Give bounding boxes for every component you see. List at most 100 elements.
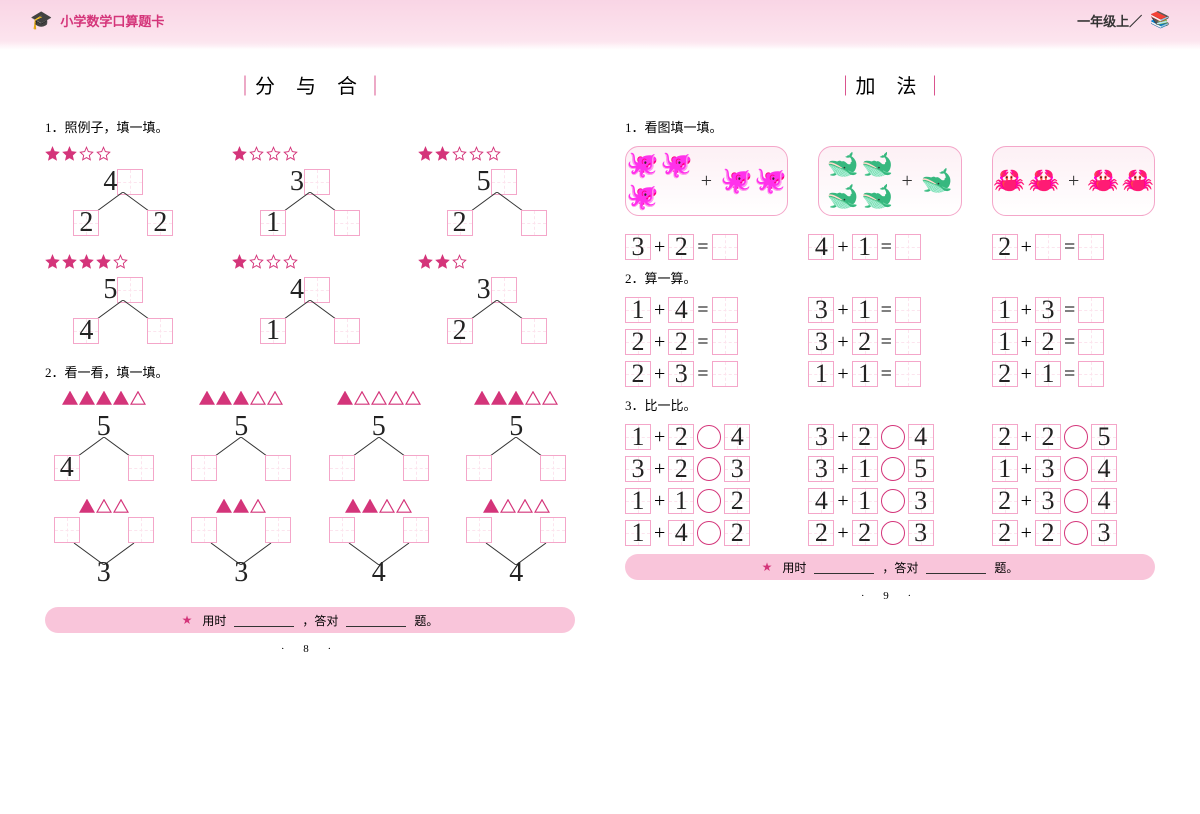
answer-box[interactable]: 3 <box>1091 520 1117 546</box>
answer-box[interactable]: 1 <box>992 297 1018 323</box>
answer-box[interactable]: 2 <box>668 234 694 260</box>
answer-box[interactable]: 2 <box>625 361 651 387</box>
answer-box[interactable] <box>540 517 566 543</box>
answer-box[interactable]: 1 <box>852 456 878 482</box>
answer-box[interactable]: 1 <box>852 361 878 387</box>
answer-box[interactable]: 3 <box>808 329 834 355</box>
answer-box[interactable] <box>521 210 547 236</box>
answer-box[interactable]: 2 <box>852 424 878 450</box>
answer-box[interactable] <box>466 517 492 543</box>
answer-box[interactable]: 1 <box>625 297 651 323</box>
answer-box[interactable]: 1 <box>852 297 878 323</box>
answer-box[interactable] <box>265 455 291 481</box>
answer-box[interactable]: 2 <box>992 488 1018 514</box>
answer-box[interactable]: 2 <box>625 329 651 355</box>
answer-box[interactable] <box>1078 234 1104 260</box>
answer-box[interactable] <box>895 234 921 260</box>
compare-circle[interactable] <box>697 489 721 513</box>
answer-box[interactable] <box>334 210 360 236</box>
answer-box[interactable] <box>895 329 921 355</box>
answer-box[interactable] <box>712 297 738 323</box>
answer-box[interactable]: 1 <box>260 210 286 236</box>
answer-box[interactable]: 4 <box>908 424 934 450</box>
compare-circle[interactable] <box>1064 457 1088 481</box>
answer-box[interactable] <box>265 517 291 543</box>
answer-box[interactable]: 2 <box>808 520 834 546</box>
answer-box[interactable]: 3 <box>724 456 750 482</box>
answer-box[interactable]: 3 <box>908 488 934 514</box>
answer-box[interactable] <box>1078 297 1104 323</box>
answer-box[interactable]: 1 <box>852 488 878 514</box>
answer-box[interactable]: 3 <box>808 297 834 323</box>
answer-box[interactable]: 1 <box>625 424 651 450</box>
answer-box[interactable]: 2 <box>852 329 878 355</box>
answer-box[interactable] <box>329 455 355 481</box>
answer-box[interactable]: 4 <box>73 318 99 344</box>
answer-box[interactable]: 2 <box>724 520 750 546</box>
answer-box[interactable]: 2 <box>992 520 1018 546</box>
compare-circle[interactable] <box>881 489 905 513</box>
answer-box[interactable] <box>334 318 360 344</box>
answer-box[interactable]: 4 <box>668 297 694 323</box>
answer-box[interactable]: 4 <box>54 455 80 481</box>
answer-box[interactable] <box>403 455 429 481</box>
answer-box[interactable] <box>128 517 154 543</box>
answer-box[interactable]: 1 <box>1035 361 1061 387</box>
compare-circle[interactable] <box>881 521 905 545</box>
compare-circle[interactable] <box>697 457 721 481</box>
compare-circle[interactable] <box>881 457 905 481</box>
answer-box[interactable] <box>1078 361 1104 387</box>
answer-box[interactable] <box>191 455 217 481</box>
answer-box[interactable]: 3 <box>1035 297 1061 323</box>
answer-box[interactable] <box>403 517 429 543</box>
answer-box[interactable]: 2 <box>447 210 473 236</box>
answer-box[interactable]: 1 <box>992 329 1018 355</box>
answer-box[interactable] <box>1035 234 1061 260</box>
answer-box[interactable]: 3 <box>668 361 694 387</box>
compare-circle[interactable] <box>1064 425 1088 449</box>
answer-box[interactable] <box>54 517 80 543</box>
answer-box[interactable] <box>712 234 738 260</box>
answer-box[interactable]: 2 <box>1035 329 1061 355</box>
answer-box[interactable] <box>521 318 547 344</box>
answer-box[interactable]: 2 <box>73 210 99 236</box>
answer-box[interactable] <box>540 455 566 481</box>
answer-box[interactable]: 3 <box>1035 456 1061 482</box>
answer-box[interactable]: 3 <box>625 456 651 482</box>
answer-box[interactable]: 1 <box>852 234 878 260</box>
answer-box[interactable] <box>329 517 355 543</box>
answer-box[interactable] <box>128 455 154 481</box>
answer-box[interactable]: 1 <box>625 520 651 546</box>
answer-box[interactable]: 2 <box>992 424 1018 450</box>
answer-box[interactable]: 2 <box>852 520 878 546</box>
answer-box[interactable]: 2 <box>1035 424 1061 450</box>
answer-box[interactable]: 2 <box>147 210 173 236</box>
answer-box[interactable]: 1 <box>625 488 651 514</box>
answer-box[interactable]: 3 <box>1035 488 1061 514</box>
answer-box[interactable]: 2 <box>668 456 694 482</box>
answer-box[interactable]: 1 <box>260 318 286 344</box>
answer-box[interactable]: 4 <box>1091 456 1117 482</box>
answer-box[interactable]: 5 <box>908 456 934 482</box>
answer-box[interactable]: 5 <box>1091 424 1117 450</box>
answer-box[interactable]: 4 <box>808 234 834 260</box>
answer-box[interactable] <box>466 455 492 481</box>
answer-box[interactable] <box>147 318 173 344</box>
answer-box[interactable]: 2 <box>447 318 473 344</box>
answer-box[interactable]: 2 <box>992 234 1018 260</box>
compare-circle[interactable] <box>1064 521 1088 545</box>
answer-box[interactable]: 2 <box>992 361 1018 387</box>
answer-box[interactable] <box>712 361 738 387</box>
answer-box[interactable]: 3 <box>625 234 651 260</box>
compare-circle[interactable] <box>881 425 905 449</box>
answer-box[interactable]: 4 <box>724 424 750 450</box>
compare-circle[interactable] <box>697 521 721 545</box>
answer-box[interactable]: 2 <box>668 329 694 355</box>
answer-box[interactable]: 2 <box>724 488 750 514</box>
compare-circle[interactable] <box>697 425 721 449</box>
answer-box[interactable]: 2 <box>668 424 694 450</box>
answer-box[interactable]: 4 <box>668 520 694 546</box>
answer-box[interactable]: 3 <box>808 424 834 450</box>
answer-box[interactable]: 2 <box>1035 520 1061 546</box>
answer-box[interactable]: 1 <box>808 361 834 387</box>
